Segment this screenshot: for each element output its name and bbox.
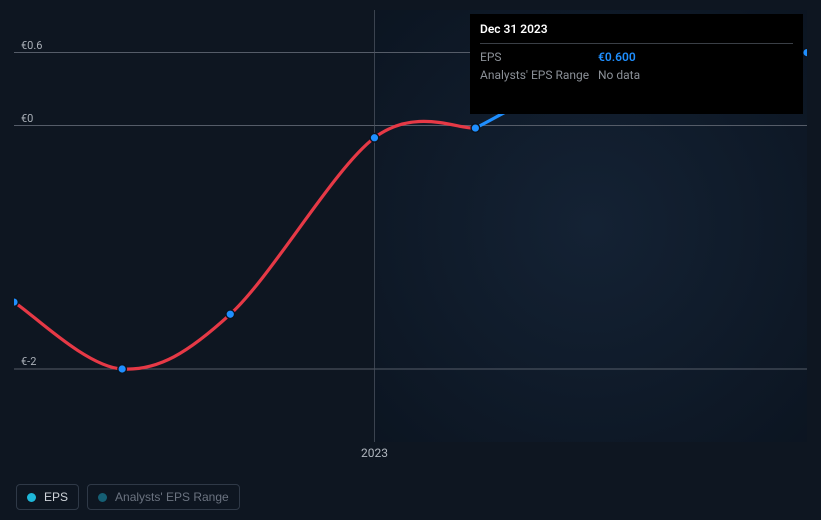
tooltip-key: EPS [480,48,598,66]
legend-label: EPS [44,490,68,504]
tooltip-row-eps: EPS €0.600 [480,48,793,66]
y-tick-label: €0 [21,112,33,125]
tooltip-value: No data [598,66,640,84]
eps-chart: €0.6€0€-2 2023 Actual Dec 31 2023 EPS €0… [14,10,807,442]
legend-label: Analysts' EPS Range [115,490,229,504]
y-tick-label: €0.6 [21,39,42,52]
tooltip-date: Dec 31 2023 [480,20,793,41]
tooltip-value: €0.600 [598,48,636,66]
tooltip-row-range: Analysts' EPS Range No data [480,66,793,84]
legend-item-eps[interactable]: EPS [16,484,79,510]
legend-dot-icon [98,493,107,502]
x-tick-label: 2023 [361,446,388,460]
tooltip-key: Analysts' EPS Range [480,66,598,84]
tooltip-divider [480,43,793,44]
chart-tooltip: Dec 31 2023 EPS €0.600 Analysts' EPS Ran… [470,14,803,114]
y-tick-label: €-2 [21,355,36,368]
chart-legend: EPS Analysts' EPS Range [16,484,240,510]
legend-item-range[interactable]: Analysts' EPS Range [87,484,240,510]
legend-dot-icon [27,493,36,502]
